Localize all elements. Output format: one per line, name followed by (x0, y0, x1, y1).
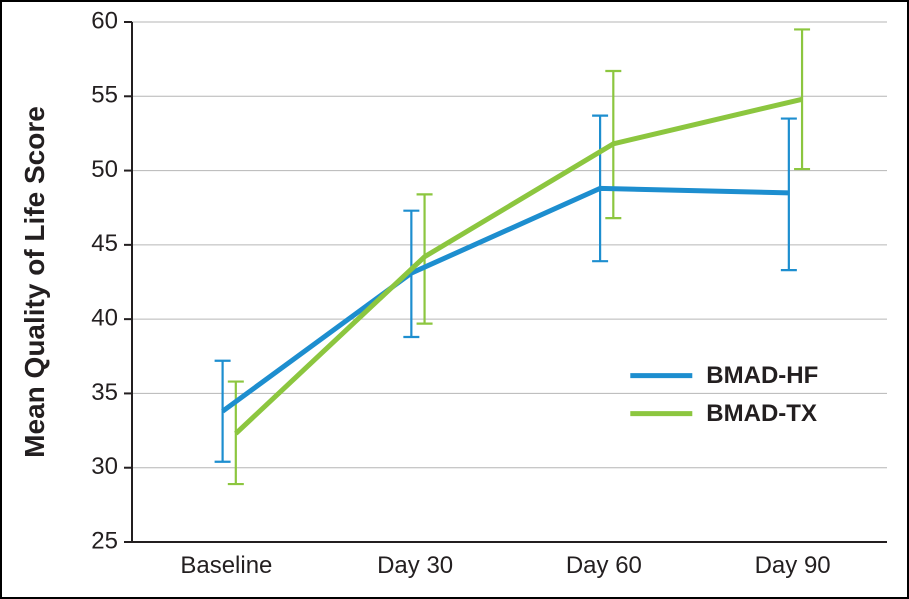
x-tick-label: Day 60 (566, 552, 642, 579)
legend-label: BMAD-TX (706, 400, 817, 427)
y-tick-label: 25 (91, 527, 118, 554)
chart-frame: 25 30 35 40 45 50 55 60 Baseline Day 30 Day 60 Day … (0, 0, 909, 599)
y-tick-label: 35 (91, 379, 118, 406)
y-tick-label: 50 (91, 156, 118, 183)
x-tick-label: Day 30 (377, 552, 453, 579)
y-tick-label: 45 (91, 230, 118, 257)
y-tick-label: 60 (91, 7, 118, 34)
x-tick-label: Baseline (180, 552, 272, 579)
y-tick-label: 40 (91, 304, 118, 331)
series-line-bmad-hf (223, 188, 789, 411)
y-tick-label: 30 (91, 453, 118, 480)
y-tick-label: 55 (91, 82, 118, 109)
x-tick-label: Day 90 (755, 552, 831, 579)
chart-svg: 25 30 35 40 45 50 55 60 Baseline Day 30 Day 60 Day … (2, 2, 907, 597)
legend-label: BMAD-HF (706, 362, 818, 389)
y-axis-label: Mean Quality of Life Score (19, 106, 50, 458)
